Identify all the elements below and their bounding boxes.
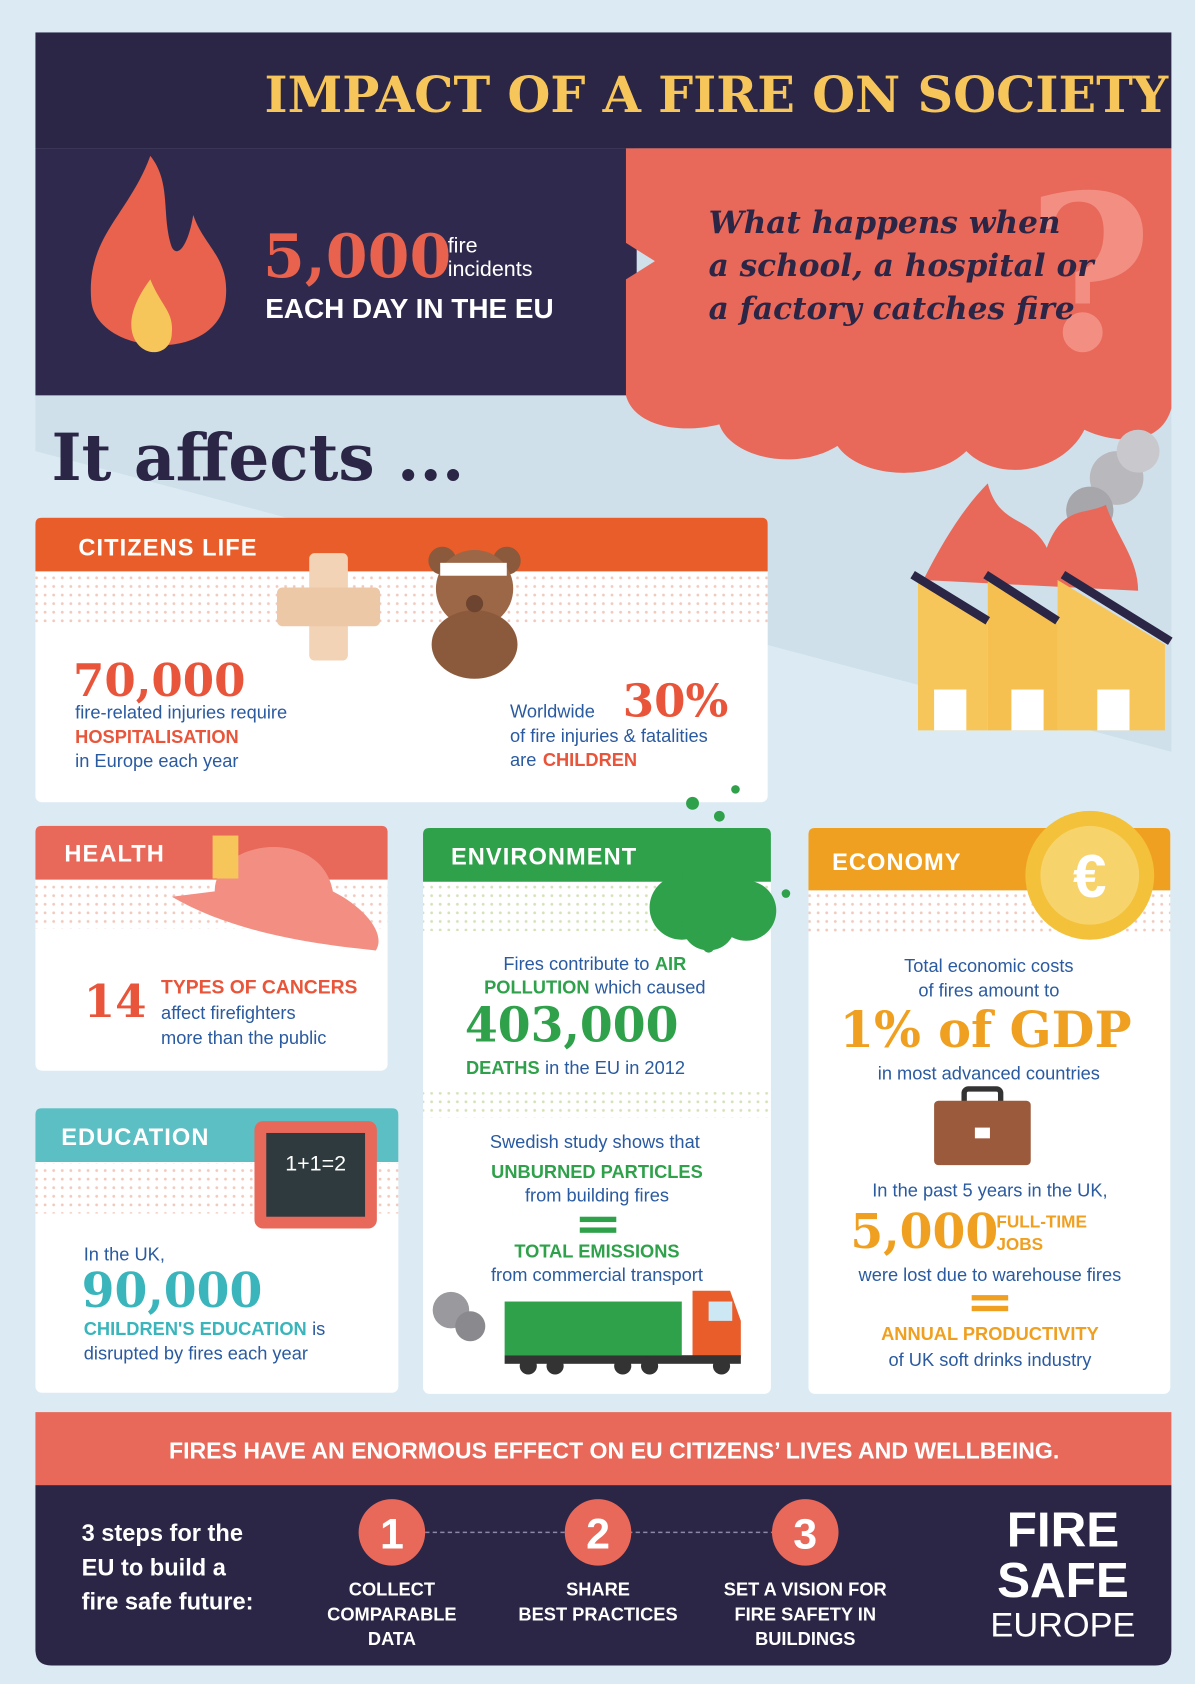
steps-intro: EU to build a bbox=[82, 1555, 227, 1581]
steps-intro: fire safe future: bbox=[82, 1590, 254, 1616]
stat-text: more than the public bbox=[161, 1027, 326, 1048]
stat-highlight: DEATHS bbox=[466, 1057, 540, 1078]
stat-text: Worldwide bbox=[510, 700, 595, 721]
stat-text: Swedish study shows that bbox=[490, 1131, 700, 1152]
text-run: Fires contribute to bbox=[503, 953, 649, 974]
stat-highlight: POLLUTION bbox=[484, 976, 589, 997]
stat-highlight: FULL-TIME bbox=[996, 1211, 1087, 1231]
card-title: ECONOMY bbox=[832, 850, 962, 876]
text-run: is bbox=[312, 1318, 325, 1339]
hero-unit: incidents bbox=[448, 257, 533, 281]
card-title: EDUCATION bbox=[61, 1125, 209, 1151]
coin-icon: € bbox=[1025, 811, 1154, 940]
stat-text: in most advanced countries bbox=[878, 1062, 1100, 1083]
infographic: IMPACT OF A FIRE ON SOCIETY 5,000 fire i… bbox=[0, 0, 1195, 1684]
question-line: What happens when bbox=[709, 205, 1061, 241]
stat-text: In the UK, bbox=[84, 1244, 165, 1265]
steps-intro: 3 steps for the bbox=[82, 1521, 243, 1547]
dotted-band bbox=[423, 1092, 771, 1118]
stat-text: of fire injuries & fatalities bbox=[510, 725, 708, 746]
body: { "header": {"title": "IMPACT OF A FIRE … bbox=[0, 0, 1195, 1684]
stat-highlight: TYPES OF CANCERS bbox=[161, 977, 357, 998]
stat-highlight: HOSPITALISATION bbox=[75, 726, 239, 747]
stat-text: were lost due to warehouse fires bbox=[858, 1264, 1122, 1285]
question-line: a factory catches fire bbox=[709, 291, 1075, 327]
banner-text: FIRES HAVE AN ENORMOUS EFFECT ON EU CITI… bbox=[169, 1437, 1059, 1463]
logo-line: EUROPE bbox=[990, 1607, 1135, 1645]
stat-text: are CHILDREN bbox=[510, 749, 637, 770]
step-label: COLLECT bbox=[349, 1579, 435, 1600]
stat-text: of fires amount to bbox=[918, 980, 1059, 1001]
stat-highlight: TOTAL EMISSIONS bbox=[514, 1241, 679, 1262]
stat-text: disrupted by fires each year bbox=[84, 1343, 308, 1364]
stat-highlight: CHILDREN bbox=[543, 749, 637, 770]
question-line: a school, a hospital or bbox=[709, 248, 1097, 284]
hero-caption: EACH DAY IN THE EU bbox=[265, 293, 553, 324]
svg-text:€: € bbox=[1073, 843, 1106, 910]
dotted-band bbox=[35, 573, 767, 623]
stat-text: of UK soft drinks industry bbox=[888, 1349, 1092, 1370]
stat-text: In the past 5 years in the UK, bbox=[872, 1179, 1107, 1200]
stat-number: 14 bbox=[84, 975, 147, 1028]
step-label: COMPARABLE bbox=[327, 1603, 456, 1624]
stat-text: affect firefighters bbox=[161, 1002, 296, 1023]
text-run: in the EU in 2012 bbox=[545, 1057, 685, 1078]
stat-text: from building fires bbox=[525, 1185, 669, 1206]
card-title: HEALTH bbox=[64, 841, 164, 867]
step-label: BEST PRACTICES bbox=[518, 1603, 677, 1624]
hero-number: 5,000 bbox=[263, 222, 451, 292]
step-label: BUILDINGS bbox=[755, 1628, 855, 1649]
step-number: 2 bbox=[586, 1510, 610, 1558]
stat-text: Fires contribute to AIR bbox=[503, 953, 686, 974]
card-title: CITIZENS LIFE bbox=[78, 535, 257, 561]
stat-number: 5,000 bbox=[850, 1205, 998, 1260]
stat-number: 90,000 bbox=[82, 1264, 263, 1319]
stat-highlight: AIR bbox=[655, 953, 686, 974]
board-text: 1+1=2 bbox=[285, 1152, 346, 1176]
stat-highlight: JOBS bbox=[996, 1234, 1043, 1254]
card-title: ENVIRONMENT bbox=[451, 845, 637, 871]
stat-text: fire-related injuries require bbox=[75, 702, 287, 723]
stat-highlight: UNBURNED PARTICLES bbox=[491, 1161, 703, 1182]
hero-unit: fire bbox=[448, 234, 478, 258]
page: Impact of a fire on society html, body {… bbox=[0, 0, 1195, 1684]
stat-text: Total economic costs bbox=[904, 955, 1073, 976]
stat-number: 403,000 bbox=[465, 999, 679, 1054]
step-label: FIRE SAFETY IN bbox=[734, 1603, 876, 1624]
stat-highlight: ANNUAL PRODUCTIVITY bbox=[881, 1323, 1099, 1344]
logo-line: FIRE bbox=[1007, 1502, 1119, 1557]
step-label: SET A VISION FOR bbox=[724, 1579, 887, 1600]
intro: It affects ... bbox=[52, 421, 465, 496]
text-run: which caused bbox=[594, 976, 706, 997]
stat-number: 30% bbox=[623, 674, 729, 727]
stat-text: in Europe each year bbox=[75, 750, 238, 771]
step-number: 3 bbox=[793, 1510, 817, 1558]
stat-text: from commercial transport bbox=[491, 1264, 703, 1285]
step-number: 1 bbox=[380, 1510, 404, 1558]
stat-number: 1% of GDP bbox=[840, 1001, 1132, 1059]
title: IMPACT OF A FIRE ON SOCIETY bbox=[265, 66, 1169, 124]
step-label: DATA bbox=[368, 1628, 416, 1649]
stat-highlight: CHILDREN'S EDUCATION bbox=[84, 1318, 307, 1339]
stat-number: 70,000 bbox=[73, 654, 246, 707]
step-label: SHARE bbox=[566, 1579, 630, 1600]
logo-line: SAFE bbox=[997, 1553, 1129, 1608]
text-run: are bbox=[510, 749, 536, 770]
